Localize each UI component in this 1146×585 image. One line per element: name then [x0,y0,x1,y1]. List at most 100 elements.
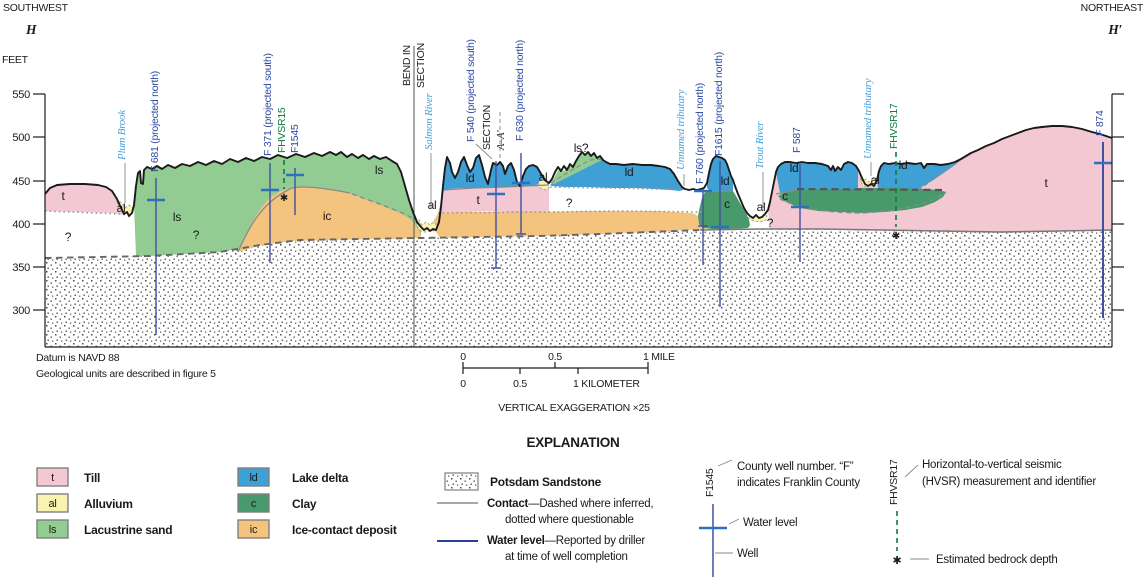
lacustrine-sand-swatch [36,519,69,539]
water-level-legend-line2: at time of well completion [505,551,628,563]
wells [147,142,1112,335]
legend-col3: Potsdam Sandstone Contact—Dashed where i… [437,472,654,563]
county-line1: County well number. “F” [737,461,854,473]
land-surface-profile [44,125,1113,232]
unit-al-trout: al [757,200,766,214]
water-level-term: Water level [743,517,797,529]
well-f630-label: F 630 (projected north) [514,40,526,141]
county-leader [717,459,733,467]
clay-swatch-letter: c [251,498,257,510]
unit-ld-f587: ld [790,161,799,175]
well-f760-label: F 760 (projected north) [694,83,706,184]
legend-col4: F1545 County well number. “F” indicates … [699,459,861,577]
top-labels: Plum Brook F 681 (projected north) F 371… [116,39,1106,184]
section-h-prime-label: H′ [1107,22,1122,37]
water-level-legend-line1: Water level—Reported by driller [487,535,645,547]
unit-al-trib2: al [871,173,880,187]
datum-note: Datum is NAVD 88 [36,352,120,364]
scale-bars: 0 0.5 1 MILE 0 0.5 1 KILOMETER VERTICAL … [460,351,675,414]
unit-ls-query: ls? [574,141,589,155]
contact-legend-line1: Contact—Dashed where inferred, [487,498,653,510]
clay-region-hill [698,191,750,229]
legend-asterisk: ✱ [893,555,902,567]
hvsr17-asterisk: ✱ [892,231,900,242]
unit-clay-hill: c [724,197,730,211]
vertical-exaggeration-note: VERTICAL EXAGGERATION ×25 [498,402,650,414]
water-levels [147,161,1112,229]
well-f1545-label: F1545 [289,124,301,153]
salmon-river-label: Salmon River [423,92,435,150]
county-line2: indicates Franklin County [737,477,860,489]
unnamed-tributary-label: Unnamed tributary [675,89,687,170]
section-aa-label: A–A′ [496,130,507,151]
ice-contact-region-middle [425,210,705,238]
hvsr-line2: (HVSR) measurement and identifier [922,476,1096,488]
unit-query-left: ? [65,230,72,244]
ice-contact-region-left [238,187,421,252]
tick-300: 300 [12,305,30,317]
estimated-bedrock-label: Estimated bedrock depth [936,554,1057,566]
tick-450: 450 [12,176,30,188]
explanation: EXPLANATION t Till al Alluvium ls Lacust… [36,435,1097,577]
legend-col2: ld Lake delta c Clay ic Ice-contact depo… [237,467,397,539]
unit-ic: ic [323,209,331,223]
section-label: SECTION [481,105,493,150]
clay-label: Clay [292,497,317,511]
unknown-region-middle [549,186,705,213]
contact-bold-term: Contact [487,498,528,510]
alluvium-swatch [36,493,69,513]
unit-al-mid: al [539,170,548,184]
section-h-label: H [25,22,37,37]
km-0: 0 [460,378,466,390]
hvsr17-label: FHVSR17 [888,103,900,149]
tick-400: 400 [12,219,30,231]
tick-500: 500 [12,132,30,144]
unknown-region-left [45,212,134,258]
unit-till-right: t [1044,176,1048,190]
northeast-label: NORTHEAST [1081,2,1144,14]
unit-ls-mid: ls [375,163,383,177]
cross-section: ✱ ✱ 550 500 450 400 [2,2,1144,380]
unit-query-trout: ? [767,216,774,230]
unit-ld-hill: ld [721,174,730,188]
well-f1615-label: F1615 (projected north) [713,52,725,156]
legend-col5: FHVSR17 Horizontal-to-vertical seismic (… [888,459,1097,567]
km-05: 0.5 [513,378,527,390]
unit-ls-left: ls [173,210,181,224]
unit-ld-right: ld [899,158,908,172]
mile-05: 0.5 [548,351,562,363]
unit-query-mid: ? [566,196,573,210]
lake-delta-label: Lake delta [292,471,349,485]
tick-350: 350 [12,262,30,274]
mile-0: 0 [460,351,466,363]
till-label: Till [84,471,100,485]
well-term: Well [737,548,758,560]
hvsr-line1: Horizontal-to-vertical seismic [922,459,1062,471]
unit-al-salmon: al [428,198,437,212]
unit-till-left: t [61,189,65,203]
unit-till-mid: t [476,193,480,207]
unit-ld-salmon: ld [466,171,475,185]
till-region-left [45,184,125,215]
alluvium-label: Alluvium [84,497,133,511]
lake-delta-swatch [237,467,270,487]
lacustrine-sand-label: Lacustrine sand [84,523,172,537]
hvsr15-asterisk: ✱ [280,193,288,204]
clay-region-right [778,188,946,213]
explanation-title: EXPLANATION [526,435,619,450]
lake-delta-region-f587 [776,162,858,193]
bend-in-label: BEND IN [401,45,413,86]
geologic-units-note: Geological units are described in figure… [36,368,216,380]
ice-contact-swatch-letter: ic [250,524,258,536]
hvsr-leader [904,464,919,478]
unnamed-tributary2-label: Unnamed tributary [862,78,874,159]
water-level-bold-term: Water level [487,535,545,547]
ice-contact-swatch [237,519,270,539]
feet-label: FEET [2,54,29,66]
tick-550: 550 [12,89,30,101]
well-f874-label: F 874 [1094,110,1106,136]
unit-labels: t ? al ls ? ls ic al ld t al ls? ? ld ld… [61,141,1048,244]
potsdam-swatch [444,472,479,491]
